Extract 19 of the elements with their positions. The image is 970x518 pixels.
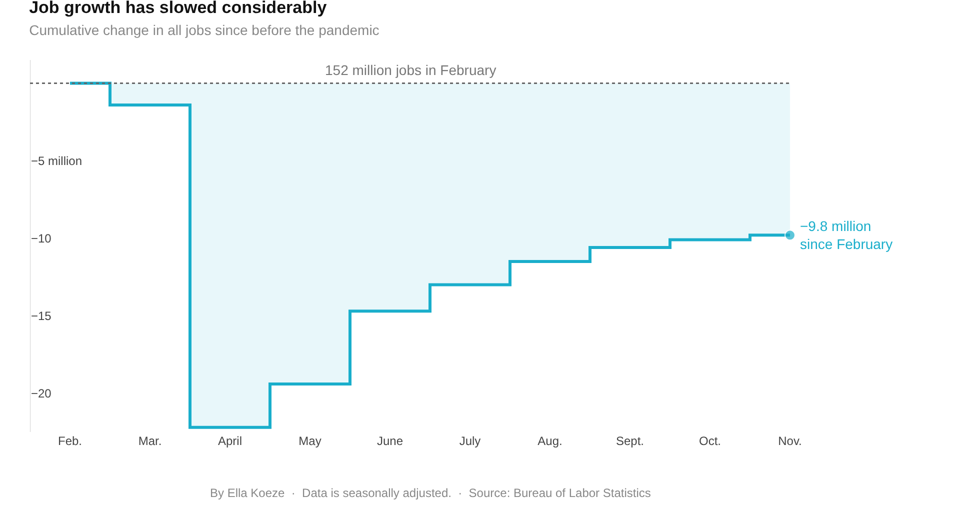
ref-line-label: 152 million jobs in February [325, 62, 496, 78]
y-tick-label: −20 [31, 386, 52, 400]
x-tick-label: June [376, 434, 404, 448]
annotation: −9.8 million since February [800, 218, 893, 252]
chart-title: Job growth has slowed considerably [29, 0, 328, 17]
x-tick-label: April [218, 434, 242, 448]
x-tick-label: May [298, 434, 322, 448]
x-tick-label: Feb. [58, 434, 82, 448]
x-tick-label: Oct. [698, 434, 722, 448]
y-tick-label: −5 million [31, 154, 82, 168]
y-tick-label: −15 [31, 308, 52, 323]
x-tick-label: Aug. [538, 434, 562, 448]
y-tick-label: −10 [31, 231, 52, 246]
x-tick-label: Mar. [138, 434, 162, 448]
x-tick-label: Sept. [616, 434, 644, 448]
chart-subtitle: Cumulative change in all jobs since before the pandemic [29, 22, 380, 38]
text: By Ella Koeze · Data is seasonally adjusted. · Source: Bureau of Labor Statistics [210, 486, 651, 500]
x-tick-label: July [459, 434, 481, 448]
x-tick-label: Nov. [778, 434, 802, 448]
